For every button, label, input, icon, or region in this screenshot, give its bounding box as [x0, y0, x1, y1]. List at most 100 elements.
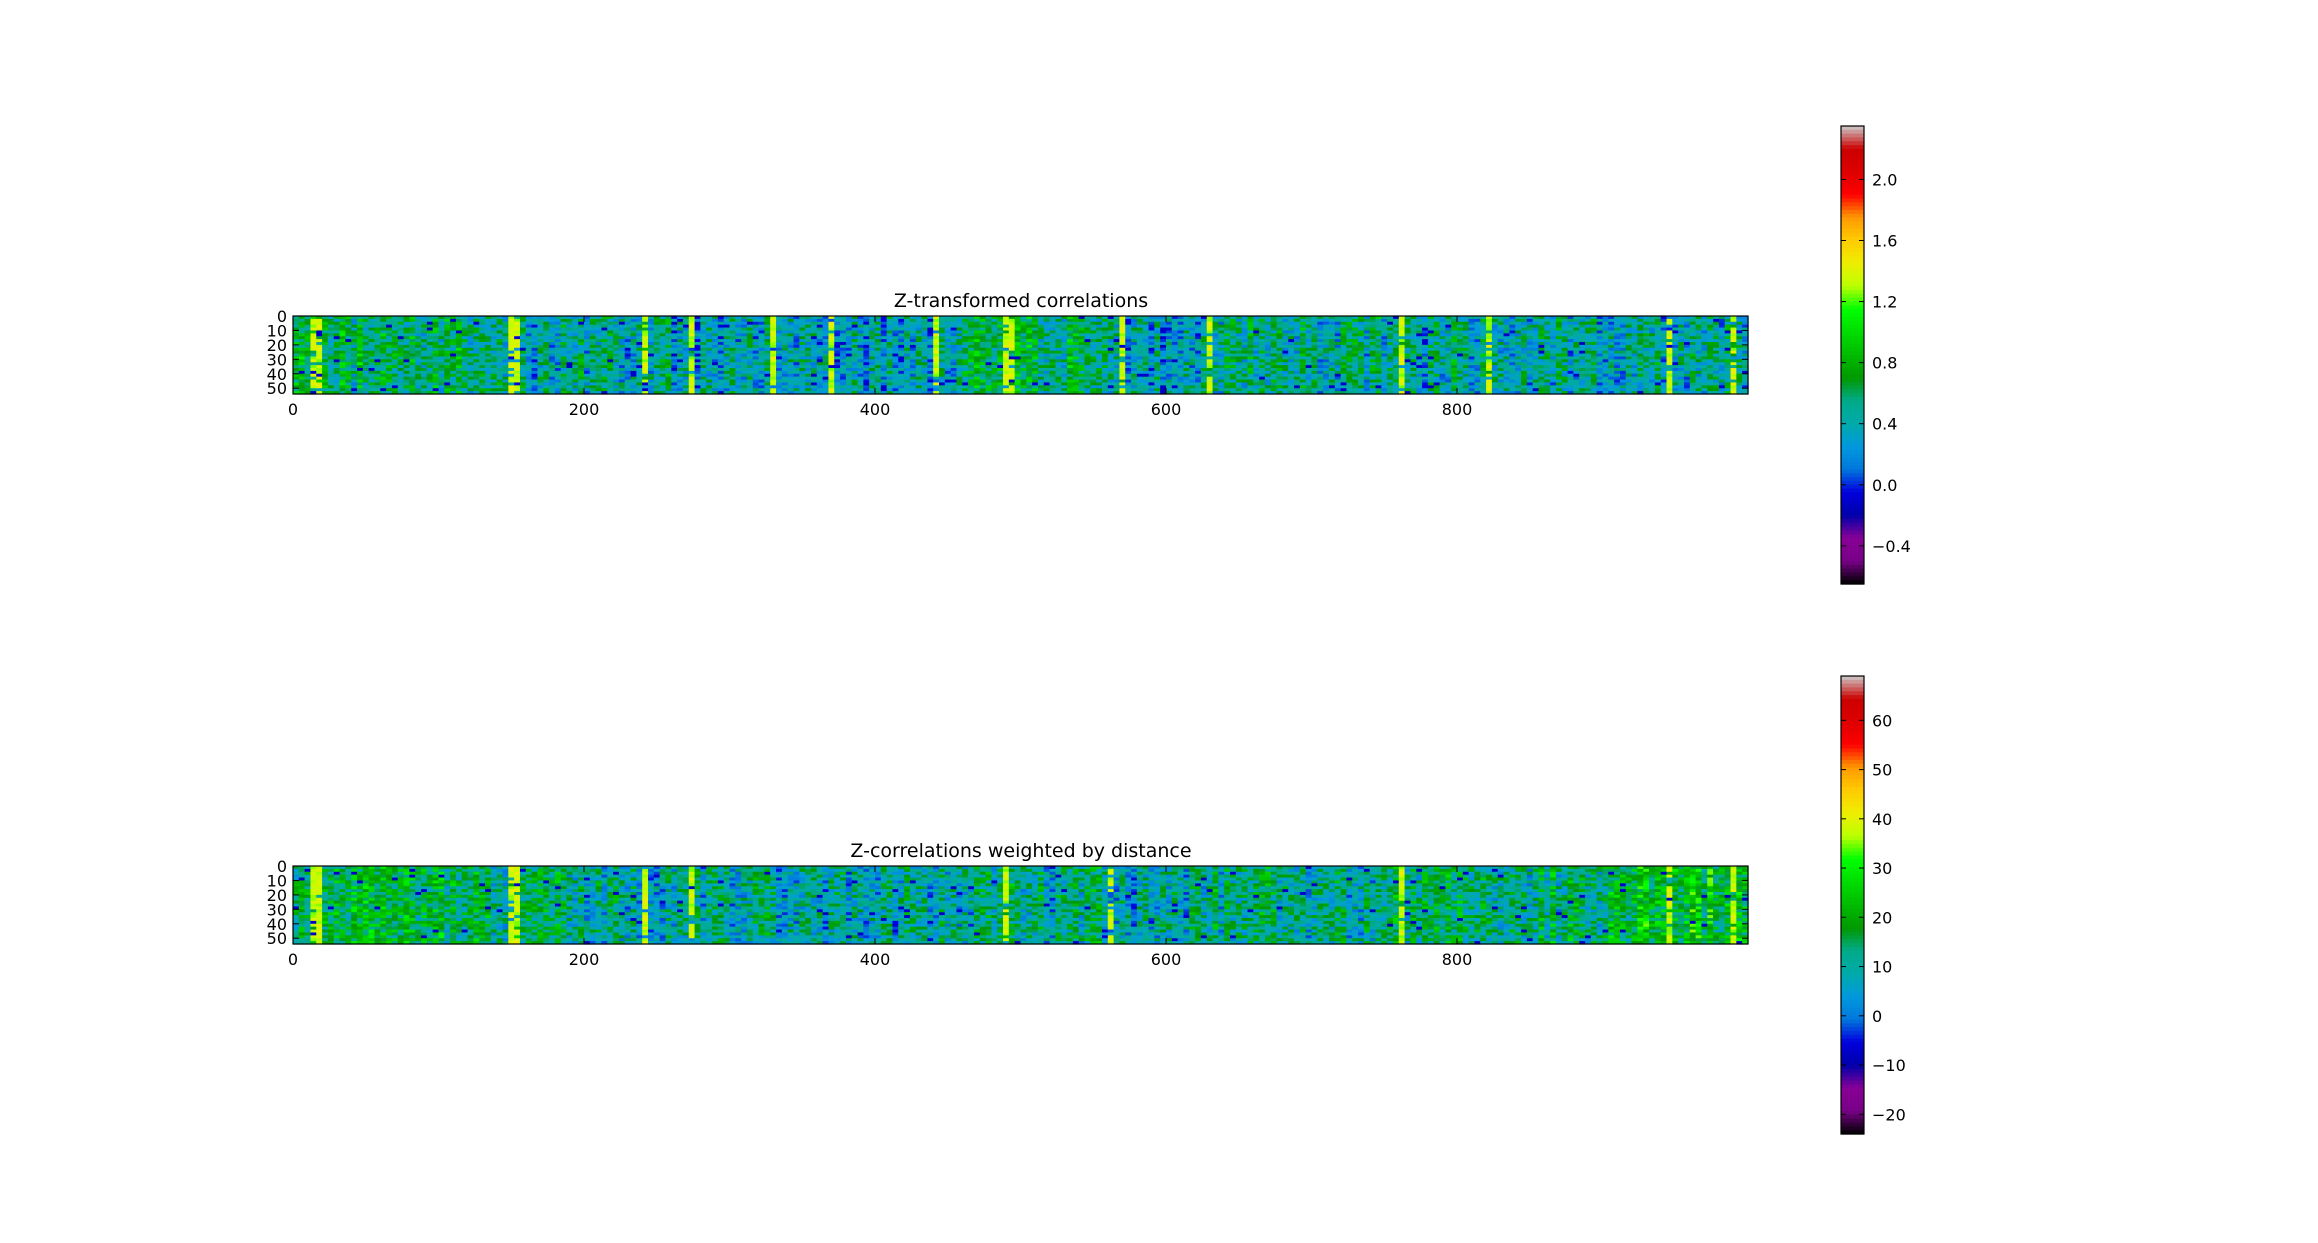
- heatmap-cell: [1125, 373, 1132, 378]
- heatmap-cell: [875, 350, 882, 355]
- heatmap-cell: [1008, 333, 1016, 337]
- heatmap-cell: [1323, 350, 1330, 355]
- heatmap-cell: [566, 362, 573, 366]
- heatmap-cell: [950, 365, 958, 369]
- heatmap-cell: [653, 353, 661, 358]
- heatmap-cell: [345, 350, 352, 355]
- heatmap-cell: [525, 385, 533, 389]
- heatmap-cell: [822, 336, 830, 340]
- heatmap-cell: [939, 359, 946, 363]
- heatmap-cell: [787, 347, 795, 352]
- heatmap-cell: [793, 373, 800, 378]
- heatmap-cell: [1171, 330, 1179, 334]
- heatmap-cell: [415, 316, 422, 320]
- heatmap-cell: [1282, 388, 1289, 392]
- heatmap-cell: [857, 344, 864, 349]
- heatmap-cell: [688, 333, 696, 337]
- heatmap-cell: [316, 336, 323, 340]
- heatmap-cell: [618, 388, 626, 392]
- heatmap-cell: [1334, 321, 1342, 326]
- heatmap-cell: [630, 318, 637, 323]
- heatmap-cell: [1008, 382, 1016, 386]
- heatmap-cell: [665, 370, 672, 375]
- heatmap-cell: [519, 365, 527, 369]
- heatmap-cell: [758, 388, 766, 392]
- heatmap-cell: [1142, 373, 1150, 378]
- heatmap-cell: [1328, 353, 1336, 358]
- heatmap-cell: [1328, 373, 1336, 378]
- heatmap-cell: [624, 365, 632, 369]
- heatmap-cell: [584, 365, 591, 369]
- heatmap-cell: [904, 388, 911, 392]
- heatmap-cell: [1282, 327, 1289, 332]
- heatmap-cell: [455, 321, 463, 326]
- heatmap-cell: [293, 365, 300, 369]
- heatmap-cell: [892, 327, 899, 332]
- heatmap-cell: [391, 342, 399, 346]
- heatmap-cell: [1218, 347, 1225, 352]
- heatmap-cell: [869, 324, 876, 329]
- heatmap-cell: [304, 353, 312, 358]
- heatmap-cell: [1352, 336, 1359, 340]
- heatmap-cell: [1183, 333, 1190, 337]
- heatmap-cell: [642, 365, 649, 369]
- heatmap-cell: [886, 373, 894, 378]
- heatmap-cell: [793, 350, 800, 355]
- heatmap-cell: [1230, 391, 1237, 395]
- heatmap-cell: [793, 347, 800, 352]
- heatmap-cell: [1101, 342, 1109, 346]
- heatmap-cell: [851, 382, 859, 386]
- heatmap-cell: [746, 316, 754, 320]
- heatmap-cell: [572, 327, 579, 332]
- heatmap-cell: [630, 316, 637, 320]
- heatmap-cell: [828, 376, 835, 381]
- heatmap-cell: [409, 365, 416, 369]
- heatmap-cell: [857, 327, 864, 332]
- heatmap-cell: [1230, 388, 1237, 392]
- heatmap-cell: [875, 324, 882, 329]
- heatmap-cell: [1171, 388, 1179, 392]
- heatmap-cell: [1136, 336, 1144, 340]
- heatmap-cell: [467, 336, 475, 340]
- heatmap-cell: [869, 388, 876, 392]
- heatmap-cell: [1218, 382, 1225, 386]
- heatmap-cell: [1352, 324, 1359, 329]
- heatmap-cell: [636, 376, 643, 381]
- heatmap-cell: [1299, 368, 1307, 372]
- heatmap-cell: [933, 362, 940, 366]
- heatmap-cell: [717, 330, 725, 334]
- heatmap-cell: [682, 321, 690, 326]
- heatmap-cell: [840, 339, 847, 343]
- heatmap-cell: [1235, 376, 1243, 381]
- heatmap-cell: [1096, 376, 1103, 381]
- heatmap-cell: [1026, 336, 1033, 340]
- heatmap-cell: [834, 342, 841, 346]
- heatmap-cell: [1020, 379, 1027, 384]
- heatmap-cell: [816, 382, 824, 386]
- heatmap-cell: [1195, 327, 1202, 332]
- heatmap-cell: [1334, 388, 1342, 392]
- heatmap-cell: [1014, 316, 1022, 320]
- heatmap-cell: [665, 316, 672, 320]
- heatmap-cell: [327, 316, 335, 320]
- heatmap-cell: [1346, 362, 1353, 366]
- heatmap-cell: [1276, 318, 1283, 323]
- heatmap-cell: [624, 368, 632, 372]
- heatmap-cell: [677, 382, 684, 386]
- heatmap-cell: [845, 316, 853, 320]
- heatmap-cell: [1195, 376, 1202, 381]
- heatmap-cell: [869, 365, 876, 369]
- heatmap-cell: [1294, 385, 1301, 389]
- heatmap-cell: [1230, 344, 1237, 349]
- heatmap-cell: [1230, 353, 1237, 358]
- heatmap-cell: [1212, 321, 1219, 326]
- heatmap-cell: [1276, 373, 1283, 378]
- heatmap-cell: [1026, 344, 1033, 349]
- heatmap-cell: [781, 324, 789, 329]
- heatmap-cell: [659, 318, 667, 323]
- heatmap-cell: [543, 359, 550, 363]
- heatmap-cell: [1160, 339, 1167, 343]
- heatmap-cell: [717, 344, 725, 349]
- heatmap-cell: [1328, 316, 1336, 320]
- heatmap-cell: [851, 379, 859, 384]
